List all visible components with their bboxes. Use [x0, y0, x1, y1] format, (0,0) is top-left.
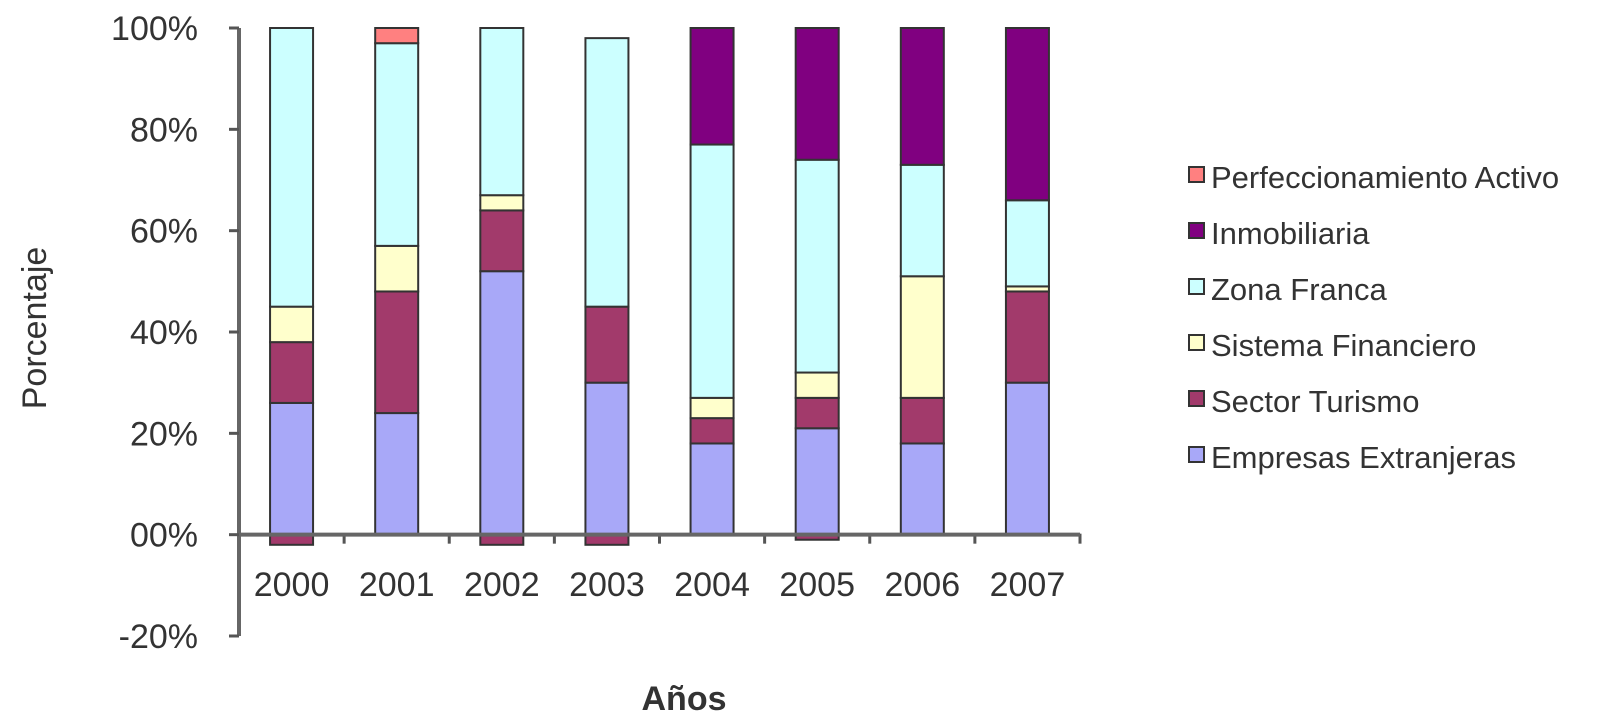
legend-swatch	[1188, 277, 1205, 295]
bar-sistema-financiero-2005	[794, 371, 840, 399]
bar-empresas-extranjeras-2000	[269, 401, 315, 536]
legend-swatch	[1188, 165, 1205, 183]
bar-empresas-extranjeras-2002	[479, 270, 525, 536]
bar-zona-franca-2005	[794, 158, 840, 374]
bar-zona-franca-2001	[374, 42, 420, 247]
x-tick-label: 2007	[990, 566, 1066, 604]
bar-empresas-extranjeras-2004	[689, 442, 735, 536]
legend-swatch	[1188, 389, 1205, 407]
legend-label: Sector Turismo	[1211, 384, 1420, 419]
bar-empresas-extranjeras-2003	[584, 381, 630, 536]
legend-swatch	[1188, 221, 1205, 239]
x-axis-title: Años	[642, 680, 727, 718]
bar-empresas-extranjeras-2001	[374, 412, 420, 536]
bar-sector-turismo-2000	[269, 341, 315, 404]
legend-swatch	[1188, 333, 1205, 351]
y-tick-label: 20%	[130, 415, 198, 453]
bar-inmobiliaria-2006	[899, 27, 945, 166]
bar-zona-franca-2004	[689, 143, 735, 399]
bar-inmobiliaria-2005	[794, 27, 840, 161]
bar-sistema-financiero-2006	[899, 275, 945, 399]
y-tick-label: 40%	[130, 314, 198, 352]
bar-sector-turismo-2004	[689, 417, 735, 445]
bar-zona-franca-2000	[269, 27, 315, 308]
bar-zona-franca-2007	[1004, 199, 1050, 288]
bar-inmobiliaria-2007	[1004, 27, 1050, 202]
y-tick-label: 00%	[130, 517, 198, 555]
bar-zona-franca-2006	[899, 163, 945, 278]
x-tick-label: 2004	[674, 566, 750, 604]
bar-sector-turismo-2005	[794, 396, 840, 430]
legend-item: Sistema Financiero	[1188, 318, 1559, 374]
x-tick-label: 2002	[464, 566, 540, 604]
y-tick-label: 60%	[130, 213, 198, 251]
bar-sistema-financiero-2000	[269, 305, 315, 344]
bar-sector-turismo-2006	[899, 396, 945, 445]
x-tick-label: 2006	[884, 566, 960, 604]
bar-zona-franca-2002	[479, 27, 525, 197]
x-tick-label: 2000	[254, 566, 330, 604]
y-axis-title: Porcentaje	[16, 247, 54, 410]
bars-layer	[269, 27, 1050, 546]
bar-sistema-financiero-2001	[374, 244, 420, 293]
legend-label: Empresas Extranjeras	[1211, 440, 1516, 475]
bar-sector-turismo-2002	[479, 209, 525, 273]
legend-item: Sector Turismo	[1188, 374, 1559, 430]
bar-sistema-financiero-2004	[689, 396, 735, 420]
legend-swatch	[1188, 445, 1205, 463]
bar-sistema-financiero-2002	[479, 194, 525, 212]
bar-empresas-extranjeras-2007	[1004, 381, 1050, 536]
bar-sector-turismo-2001	[374, 290, 420, 415]
x-tick-label: 2005	[779, 566, 855, 604]
y-tick-label: 100%	[111, 10, 198, 48]
bar-empresas-extranjeras-2005	[794, 427, 840, 536]
legend-item: Empresas Extranjeras	[1188, 430, 1559, 486]
bar-empresas-extranjeras-2006	[899, 442, 945, 536]
axes-layer: 2000 2001 2002 2003 2004 2005 2006 2007 -20% 00% 2…	[111, 10, 1082, 656]
bar-zona-franca-2003	[584, 37, 630, 308]
y-tick-label: 80%	[130, 111, 198, 149]
legend-item: Zona Franca	[1188, 262, 1559, 318]
legend-label: Perfeccionamiento Activo	[1211, 160, 1560, 195]
bar-sector-turismo-2007	[1004, 290, 1050, 384]
y-tick-label: -20%	[119, 618, 198, 656]
legend-item: Inmobiliaria	[1188, 206, 1559, 262]
bar-perfeccionamiento-activo-2001	[374, 27, 420, 45]
legend-item: Perfeccionamiento Activo	[1188, 150, 1559, 206]
x-tick-label: 2001	[359, 566, 435, 604]
bar-sector-turismo-2003	[584, 305, 630, 384]
legend-label: Zona Franca	[1211, 272, 1387, 307]
legend-label: Sistema Financiero	[1211, 328, 1477, 363]
legend: Perfeccionamiento Activo Inmobiliaria Zona…	[1188, 150, 1559, 486]
x-tick-label: 2003	[569, 566, 645, 604]
bar-inmobiliaria-2004	[689, 27, 735, 146]
legend-label: Inmobiliaria	[1211, 216, 1370, 251]
